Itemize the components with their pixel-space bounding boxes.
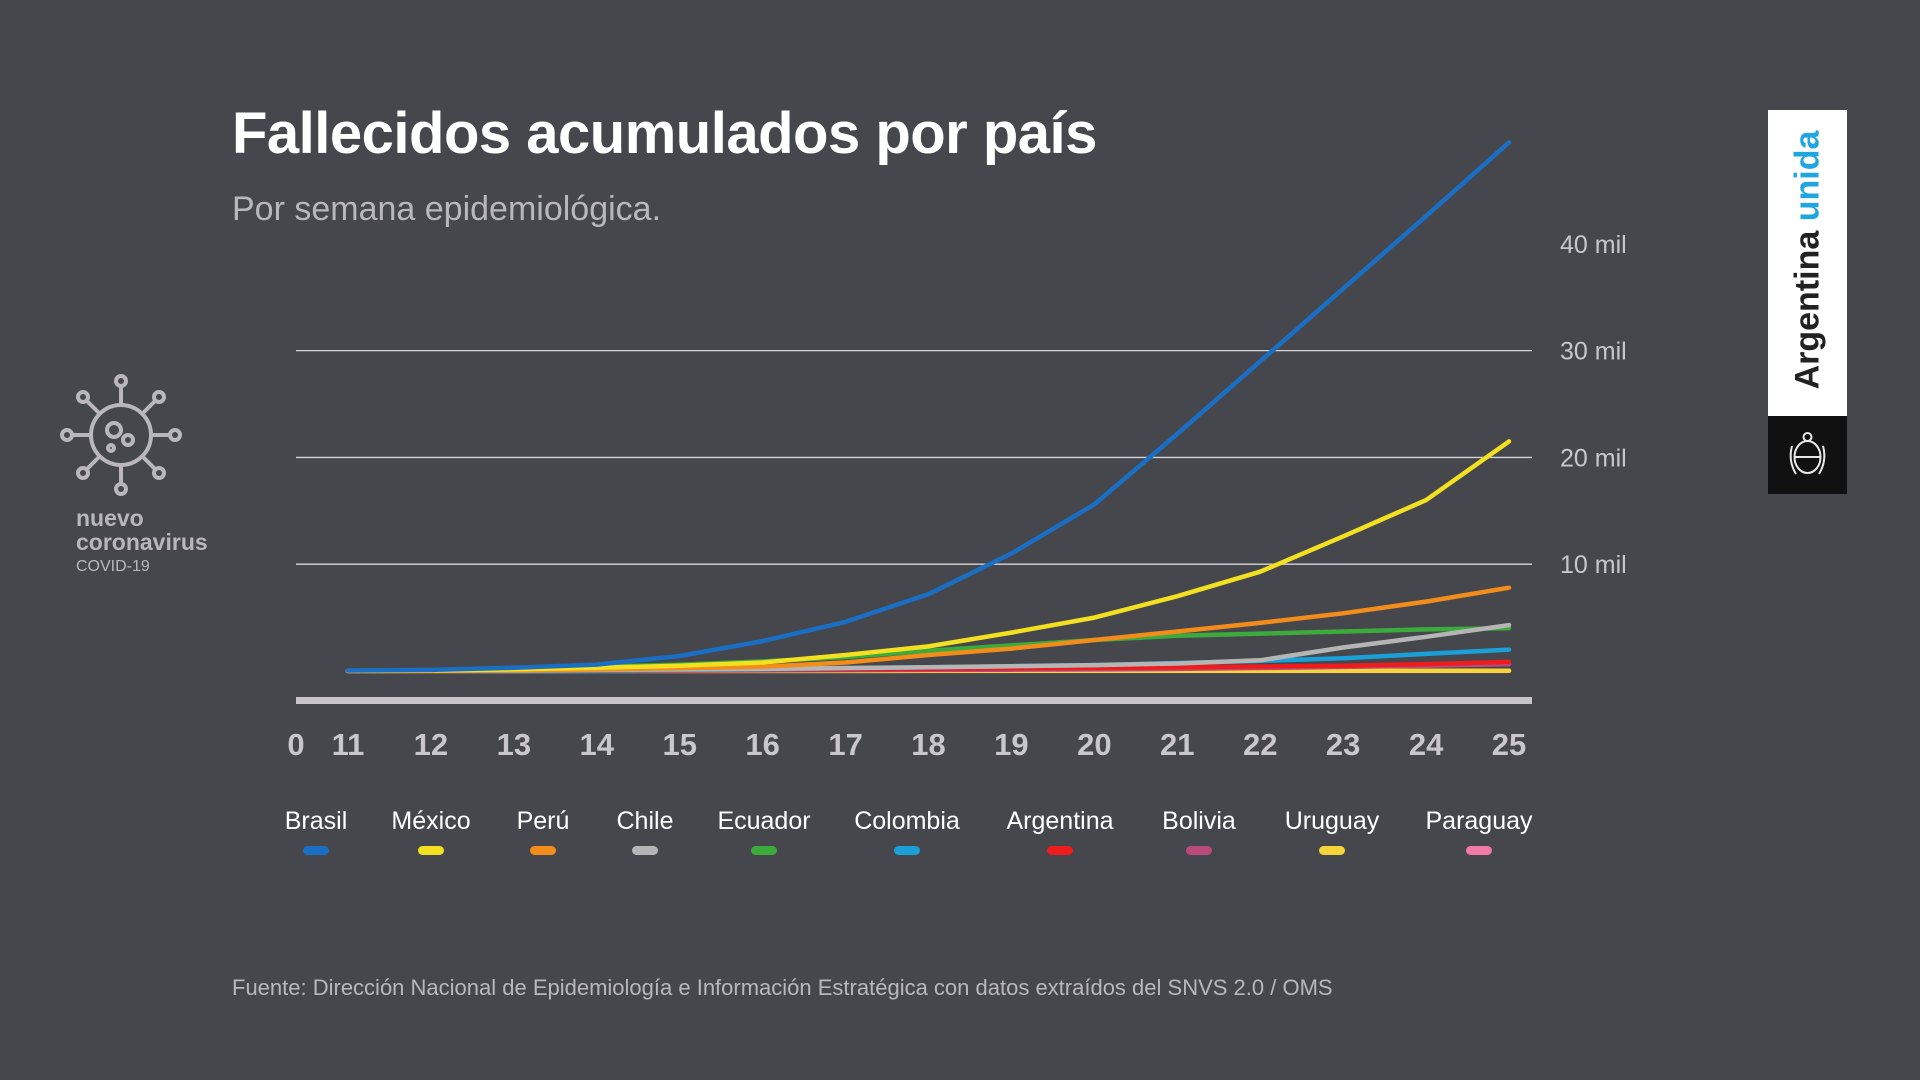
series-line-brasil [345,140,1512,673]
y-tick-label: 40 mil [1560,231,1627,259]
legend-swatch [1047,846,1073,855]
x-tick-label: 16 [745,727,779,762]
x-tick-label: 11 [332,727,365,762]
legend-item: Bolivia [1162,807,1236,855]
coronavirus-icon [60,374,182,496]
legend-label: Perú [517,807,570,835]
y-axis-ticks: 10 mil 20 mil 30 mil 40 mil [1560,231,1627,579]
legend-swatch [303,846,329,855]
legend-swatch [632,846,658,855]
legend-item: Uruguay [1285,807,1380,855]
coronavirus-badge-text: nuevo coronavirus COVID-19 [76,506,208,576]
legend: Brasil México Perú Chile Ecuador Colombia Arge… [285,807,1533,855]
badge-line-2: coronavirus [76,529,208,556]
legend-item: Chile [617,807,674,855]
legend-swatch [418,846,444,855]
x-tick-label: 13 [497,727,531,762]
x-tick-label: 24 [1409,727,1444,762]
legend-label: Ecuador [717,807,810,835]
legend-swatch [894,846,920,855]
legend-swatch [751,846,777,855]
legend-item: Colombia [854,807,960,855]
legend-swatch [1186,846,1212,855]
x-tick-label: 15 [662,727,696,762]
y-tick-label: 10 mil [1560,551,1627,579]
source-note: Fuente: Dirección Nacional de Epidemiolo… [232,975,1333,1000]
y-tick-label: 20 mil [1560,444,1627,472]
legend-label: Uruguay [1285,807,1380,835]
y-tick-label: 30 mil [1560,338,1627,366]
legend-item: México [391,807,471,855]
x-tick-label: 19 [994,727,1028,762]
x-tick-label: 14 [580,727,615,762]
x-tick-label: 20 [1077,727,1111,762]
series-lines [345,140,1512,674]
badge-line-3: COVID-19 [76,558,150,576]
x-tick-label: 23 [1326,727,1360,762]
legend-swatch [1466,846,1492,855]
x-axis-origin-label: 0 [287,727,304,762]
x-tick-label: 25 [1492,727,1526,762]
legend-item: Ecuador [717,807,811,855]
legend-label: Colombia [854,807,960,835]
legend-label: Paraguay [1425,807,1533,835]
badge-line-1: nuevo [76,505,144,531]
legend-swatch [530,846,556,855]
x-tick-label: 18 [911,727,945,762]
legend-swatch [1319,846,1345,855]
legend-label: Brasil [285,807,348,835]
argentina-coat-of-arms-icon [1768,416,1847,494]
x-axis-baseline [296,697,1532,704]
x-tick-label: 21 [1160,727,1194,762]
x-tick-label: 12 [414,727,448,762]
x-tick-label: 17 [828,727,862,762]
argentina-unida-logo: Argentina unida [1768,110,1847,494]
legend-item: Paraguay [1425,807,1533,855]
legend-item: Perú [517,807,570,855]
series-line-méxico [345,439,1512,673]
chart-subtitle: Por semana epidemiológica. [232,190,662,228]
x-tick-label: 22 [1243,727,1277,762]
gridlines [296,349,1532,565]
legend-item: Brasil [285,807,348,855]
legend-label: México [391,807,470,835]
legend-item: Argentina [1006,807,1114,855]
legend-label: Chile [617,807,674,835]
legend-label: Bolivia [1162,807,1236,835]
x-axis-ticks: 11 12 13 14 15 16 17 18 19 20 21 22 23 24 25 [332,727,1527,762]
legend-label: Argentina [1006,807,1113,835]
chart-title: Fallecidos acumulados por país [232,101,1097,166]
